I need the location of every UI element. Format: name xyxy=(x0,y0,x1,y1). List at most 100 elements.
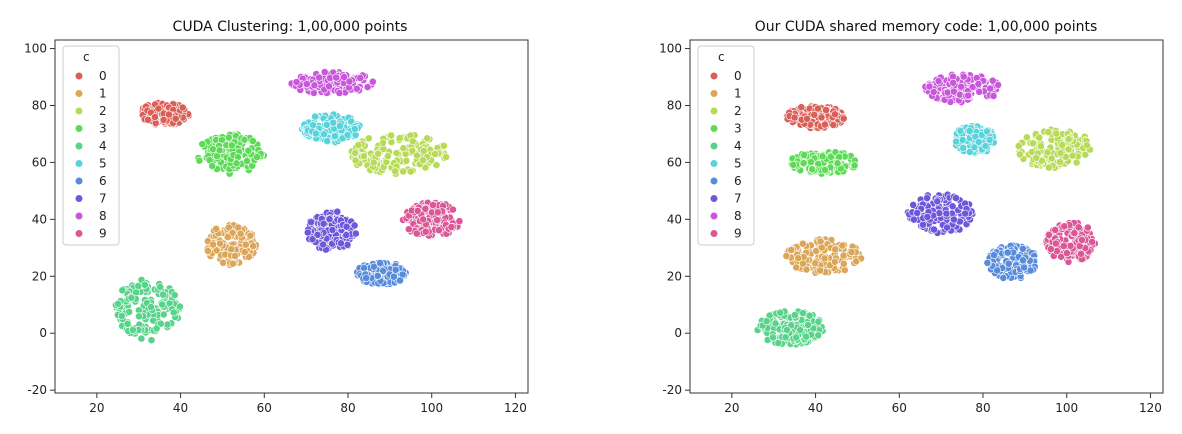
y-tick-label: 80 xyxy=(32,98,47,112)
data-point xyxy=(1045,163,1053,172)
data-point xyxy=(1063,249,1071,258)
data-point xyxy=(771,319,780,328)
data-point xyxy=(396,276,404,285)
data-point xyxy=(231,252,239,260)
data-point xyxy=(406,167,415,176)
legend-marker xyxy=(709,106,719,116)
data-point xyxy=(240,135,249,144)
data-point xyxy=(354,141,363,149)
data-point xyxy=(797,103,806,112)
data-point xyxy=(950,87,958,96)
data-point xyxy=(175,302,184,311)
data-point xyxy=(913,208,922,217)
data-point xyxy=(248,137,257,145)
data-point xyxy=(140,280,149,289)
data-point xyxy=(1088,237,1096,246)
data-point xyxy=(325,215,334,224)
data-point xyxy=(253,153,261,161)
data-point xyxy=(1074,223,1083,232)
points-layer xyxy=(112,68,464,345)
x-tick-label: 60 xyxy=(257,401,272,415)
data-point xyxy=(198,140,207,148)
x-tick-label: 60 xyxy=(892,401,907,415)
legend-label: 1 xyxy=(734,87,742,101)
data-point xyxy=(333,207,342,216)
data-point xyxy=(774,339,783,347)
plot-frame xyxy=(689,39,1164,394)
data-point xyxy=(816,266,825,275)
data-point xyxy=(412,229,421,238)
data-point xyxy=(154,104,163,113)
data-point xyxy=(330,132,339,140)
data-point xyxy=(242,157,251,165)
data-point xyxy=(1045,230,1053,239)
data-point xyxy=(1056,158,1064,166)
data-point xyxy=(421,204,430,213)
data-point xyxy=(923,194,931,202)
data-point xyxy=(1026,266,1035,275)
data-point xyxy=(320,130,328,139)
data-point xyxy=(1015,150,1024,159)
data-point xyxy=(319,219,328,228)
legend-marker xyxy=(74,124,84,133)
data-point xyxy=(822,106,830,114)
data-point xyxy=(447,223,456,231)
data-point xyxy=(332,73,341,82)
data-point xyxy=(292,78,301,86)
data-point xyxy=(790,113,799,122)
legend-label: 3 xyxy=(734,122,742,136)
data-point xyxy=(923,212,932,221)
y-tick-label: 40 xyxy=(667,212,682,226)
data-point xyxy=(350,124,359,133)
data-point xyxy=(831,110,839,119)
x-tick-label: 120 xyxy=(504,401,527,415)
data-point xyxy=(1070,229,1079,237)
data-point xyxy=(310,81,319,90)
data-point xyxy=(1020,263,1028,272)
data-point xyxy=(807,158,815,166)
data-point xyxy=(236,229,245,238)
data-point xyxy=(408,146,417,155)
data-point xyxy=(325,82,333,91)
data-point xyxy=(435,226,443,235)
legend-label: 4 xyxy=(99,139,107,153)
legend-marker xyxy=(74,89,84,98)
data-point xyxy=(378,267,387,275)
data-point xyxy=(799,259,807,268)
y-axis: -20 0 20 40 60 80 100 xyxy=(24,42,55,397)
data-point xyxy=(762,317,771,326)
data-point xyxy=(948,202,957,211)
data-point xyxy=(118,286,127,295)
data-point xyxy=(391,167,399,176)
data-point xyxy=(814,331,823,340)
data-point xyxy=(817,243,826,252)
data-point xyxy=(1060,222,1069,231)
data-point xyxy=(423,134,432,143)
data-point xyxy=(147,303,155,311)
data-point xyxy=(360,264,369,272)
data-point xyxy=(303,228,312,237)
data-point xyxy=(1064,145,1073,154)
data-point xyxy=(402,156,411,165)
data-point xyxy=(322,120,331,129)
data-point xyxy=(820,254,829,263)
data-point xyxy=(783,325,791,334)
data-point xyxy=(323,137,331,145)
data-point xyxy=(817,113,826,122)
data-point xyxy=(835,153,843,161)
data-point xyxy=(1043,148,1052,157)
data-point xyxy=(178,103,187,112)
data-point xyxy=(821,120,829,129)
data-point xyxy=(114,299,122,308)
data-point xyxy=(442,152,450,161)
data-point xyxy=(391,265,400,274)
x-tick-label: 40 xyxy=(808,401,823,415)
data-point xyxy=(219,258,228,267)
legend-title: c xyxy=(83,50,90,64)
data-point xyxy=(1051,239,1060,248)
data-point xyxy=(152,324,161,333)
data-point xyxy=(208,162,217,170)
data-point xyxy=(910,215,918,224)
data-point xyxy=(974,80,983,88)
data-point xyxy=(852,257,861,266)
